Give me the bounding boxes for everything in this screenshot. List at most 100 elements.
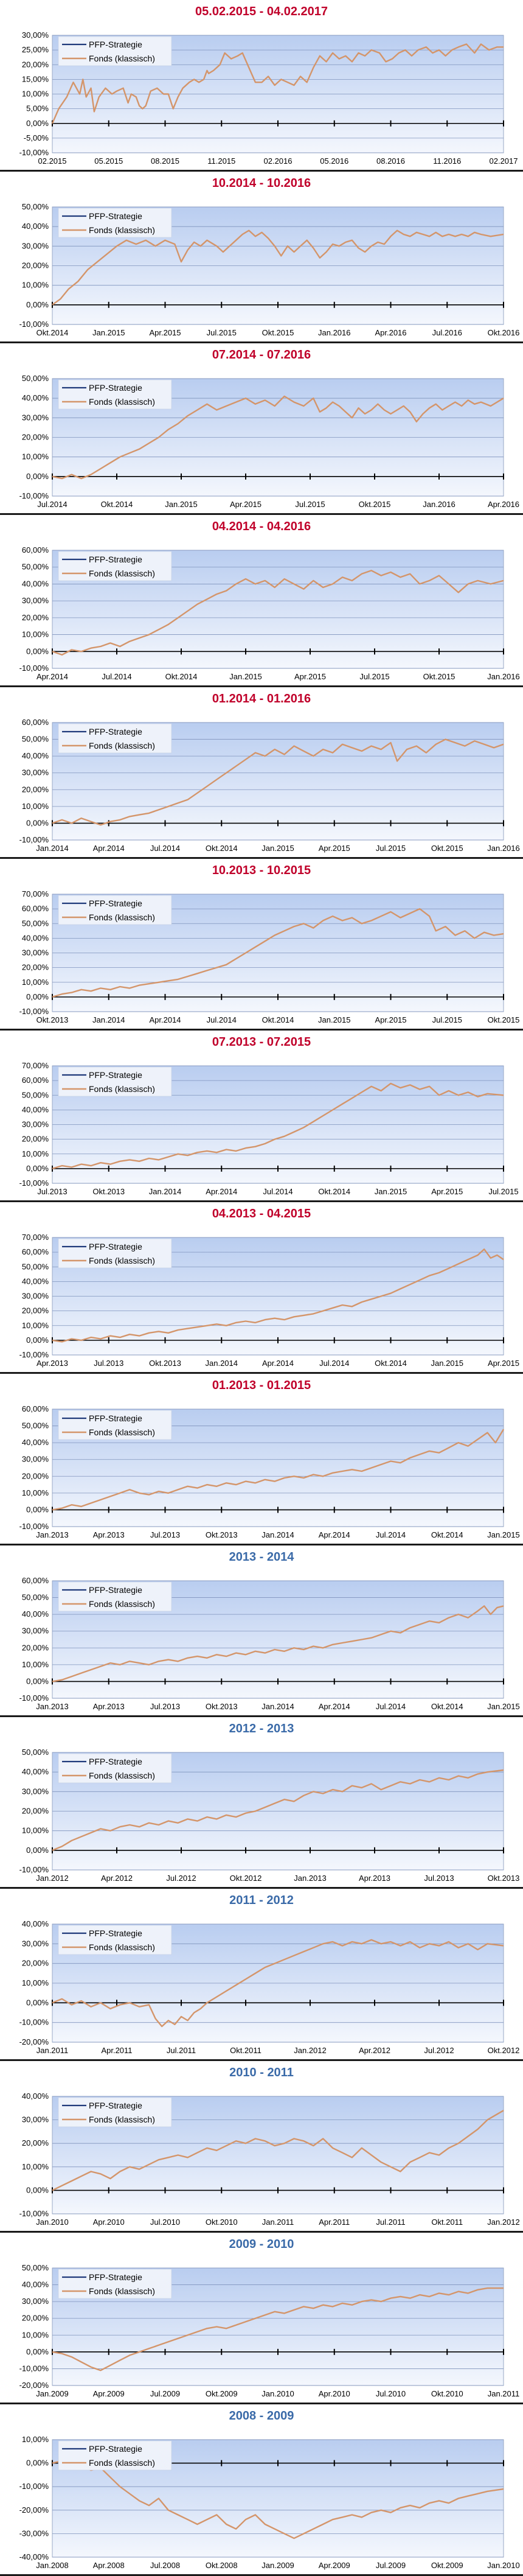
chart-title: 2013 - 2014 bbox=[229, 1550, 294, 1564]
x-tick-label: 08.2016 bbox=[376, 156, 405, 166]
y-tick-label: 30,00% bbox=[22, 2115, 49, 2124]
legend-label-fonds: Fonds (klassisch) bbox=[89, 54, 155, 63]
y-tick-label: 70,00% bbox=[22, 889, 49, 898]
y-tick-label: 0,00% bbox=[26, 1505, 49, 1514]
x-tick-label: Jul.2015 bbox=[488, 1187, 518, 1196]
series-line-fonds bbox=[52, 908, 504, 998]
x-tick-label: Jul.2015 bbox=[359, 672, 389, 681]
y-tick-label: 10,00% bbox=[22, 452, 49, 461]
y-tick-label: -40,00% bbox=[19, 2552, 49, 2561]
x-tick-label: Okt.2015 bbox=[359, 500, 391, 509]
chart-title: 2008 - 2009 bbox=[229, 2409, 294, 2423]
x-tick-label: Okt.2009 bbox=[431, 2561, 463, 2570]
y-tick-label: 10,00% bbox=[22, 2435, 49, 2444]
series-line-fonds bbox=[52, 738, 504, 826]
x-tick-label: Apr.2014 bbox=[319, 1530, 350, 1539]
y-tick-label: 0,00% bbox=[26, 119, 49, 128]
y-tick-label: 50,00% bbox=[22, 2263, 49, 2272]
x-tick-label: 11.2016 bbox=[433, 156, 461, 166]
x-tick-label: Okt.2014 bbox=[165, 672, 198, 681]
legend-label-fonds: Fonds (klassisch) bbox=[89, 1084, 155, 1094]
y-tick-label: 20,00% bbox=[22, 1306, 49, 1315]
legend-label-pfp: PFP-Strategie bbox=[89, 2101, 142, 2110]
y-tick-label: 50,00% bbox=[22, 1593, 49, 1602]
chart-svg: -10,00% 0,00% 10,00% 20,00% 30,00% 40,00% 50,0… bbox=[19, 1748, 520, 1883]
x-tick-label: Jul.2013 bbox=[150, 1530, 180, 1539]
y-tick-label: 30,00% bbox=[22, 1120, 49, 1129]
y-tick-label: -20,00% bbox=[19, 2505, 49, 2515]
series-line-fonds bbox=[52, 1429, 505, 1511]
legend-box bbox=[58, 1925, 172, 1955]
legend-box bbox=[58, 1066, 172, 1097]
legend-label-pfp: PFP-Strategie bbox=[89, 1757, 142, 1766]
y-tick-label: 10,00% bbox=[22, 1149, 49, 1158]
chart-title: 01.2013 - 01.2015 bbox=[212, 1379, 311, 1392]
y-tick-label: 30,00% bbox=[22, 413, 49, 422]
chart-svg: -10,00% 0,00% 10,00% 20,00% 30,00% 40,00% 50,0… bbox=[19, 889, 520, 1024]
x-tick-label: Okt.2012 bbox=[488, 2046, 520, 2055]
x-tick-label: Jan.2016 bbox=[423, 500, 455, 509]
chart-panel: 2012 - 2013 -10,00% 0,00% 10,00% 20,00% 30,00… bbox=[0, 1717, 523, 1889]
legend-box bbox=[58, 723, 172, 754]
x-tick-label: Jan.2013 bbox=[36, 1702, 69, 1711]
x-tick-label: Jul.2012 bbox=[424, 2046, 454, 2055]
x-tick-label: Okt.2014 bbox=[101, 500, 133, 509]
y-tick-label: 10,00% bbox=[22, 89, 49, 99]
x-tick-label: Jul.2015 bbox=[295, 500, 325, 509]
chart-panel: 05.02.2015 - 04.02.2017 -10,00% -5,00% 0,00… bbox=[0, 0, 523, 172]
legend-label-fonds: Fonds (klassisch) bbox=[89, 397, 155, 407]
legend-box bbox=[58, 551, 172, 581]
x-tick-label: Okt.2010 bbox=[431, 2389, 463, 2398]
y-tick-label: 20,00% bbox=[22, 433, 49, 442]
legend-box bbox=[58, 36, 172, 66]
y-tick-label: 20,00% bbox=[22, 60, 49, 69]
x-tick-label: Apr.2013 bbox=[359, 1874, 390, 1883]
chart-panel: 2009 - 2010 -20,00% -10,00% 0,00% 10,00% 20,0… bbox=[0, 2233, 523, 2404]
chart-panel: 2010 - 2011 -10,00% 0,00% 10,00% 20,00% 30,00… bbox=[0, 2061, 523, 2233]
chart-title: 2010 - 2011 bbox=[229, 2066, 294, 2079]
y-tick-label: 5,00% bbox=[26, 104, 49, 113]
legend-label-fonds: Fonds (klassisch) bbox=[89, 2458, 155, 2468]
y-tick-label: 50,00% bbox=[22, 374, 49, 383]
x-tick-label: Jan.2010 bbox=[487, 2561, 520, 2570]
series-line-fonds bbox=[51, 43, 504, 124]
y-tick-label: 40,00% bbox=[22, 2280, 49, 2289]
y-tick-label: 30,00% bbox=[22, 596, 49, 605]
y-tick-label: 20,00% bbox=[22, 261, 49, 270]
x-tick-label: Jul.2009 bbox=[150, 2389, 180, 2398]
y-tick-label: -10,00% bbox=[19, 1865, 49, 1874]
legend-label-pfp: PFP-Strategie bbox=[89, 211, 142, 221]
series-line-fonds bbox=[52, 1939, 504, 2028]
x-tick-label: Jan.2015 bbox=[487, 1702, 520, 1711]
x-tick-label: Apr.2008 bbox=[93, 2561, 125, 2570]
y-tick-label: 10,00% bbox=[22, 2162, 49, 2171]
legend-label-fonds: Fonds (klassisch) bbox=[89, 1256, 155, 1265]
y-tick-label: 60,00% bbox=[22, 1076, 49, 1085]
y-tick-label: -10,00% bbox=[19, 2364, 49, 2373]
x-tick-label: Jan.2014 bbox=[206, 1359, 238, 1368]
y-tick-label: 30,00% bbox=[22, 241, 49, 250]
x-tick-label: Jan.2015 bbox=[375, 1187, 407, 1196]
x-tick-label: Apr.2015 bbox=[294, 672, 326, 681]
legend-label-fonds: Fonds (klassisch) bbox=[89, 2115, 155, 2124]
x-tick-label: Apr.2015 bbox=[230, 500, 262, 509]
chart-svg: -10,00% 0,00% 10,00% 20,00% 30,00% 40,00% 50,0… bbox=[19, 202, 520, 337]
x-tick-label: Okt.2014 bbox=[375, 1359, 407, 1368]
x-tick-label: Okt.2010 bbox=[206, 2217, 238, 2227]
x-tick-label: Jan.2009 bbox=[262, 2561, 294, 2570]
chart-title: 01.2014 - 01.2016 bbox=[212, 692, 311, 705]
x-tick-label: Jul.2014 bbox=[319, 1359, 349, 1368]
x-tick-label: Apr.2010 bbox=[319, 2389, 350, 2398]
chart-title: 10.2013 - 10.2015 bbox=[212, 864, 311, 877]
y-tick-label: 50,00% bbox=[22, 1262, 49, 1271]
y-tick-label: 70,00% bbox=[22, 1061, 49, 1070]
x-tick-label: 05.2015 bbox=[94, 156, 123, 166]
y-tick-label: 10,00% bbox=[22, 1488, 49, 1497]
x-tick-label: Jul.2008 bbox=[150, 2561, 180, 2570]
legend-label-fonds: Fonds (klassisch) bbox=[89, 1942, 155, 1952]
legend-label-fonds: Fonds (klassisch) bbox=[89, 569, 155, 578]
x-tick-label: Okt.2016 bbox=[488, 328, 520, 337]
x-tick-label: Jul.2014 bbox=[37, 500, 67, 509]
x-tick-label: Okt.2013 bbox=[149, 1359, 181, 1368]
x-tick-label: 05.2016 bbox=[320, 156, 348, 166]
